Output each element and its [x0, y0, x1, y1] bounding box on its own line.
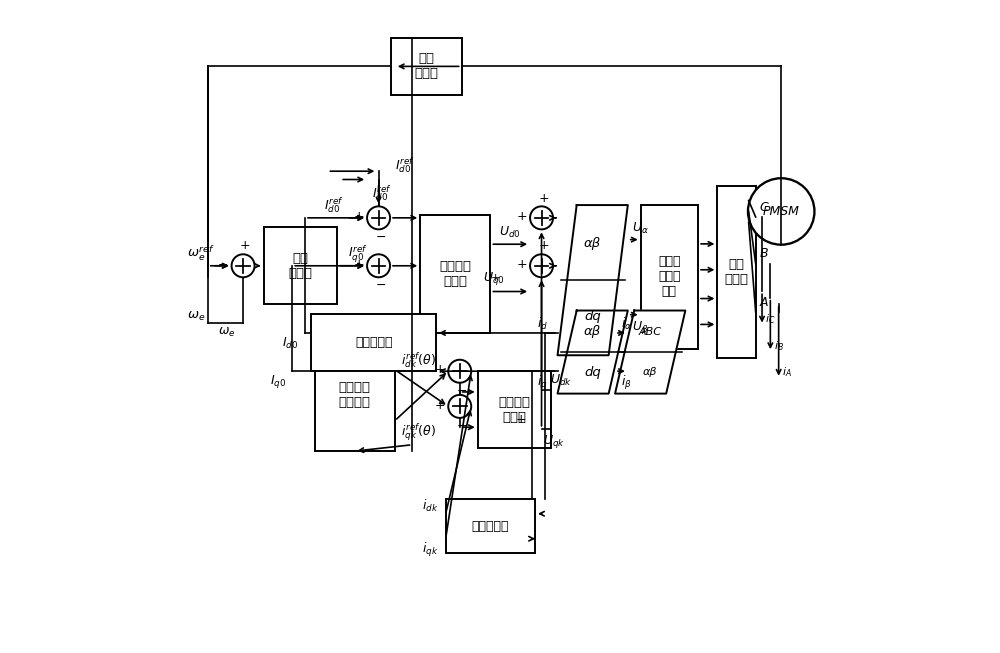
Text: $i_\alpha$: $i_\alpha$	[621, 316, 632, 332]
Text: 带通滤波器: 带通滤波器	[472, 520, 509, 533]
Text: +: +	[353, 210, 364, 223]
Text: 最优谐波
电流计算: 最优谐波 电流计算	[339, 381, 371, 409]
Circle shape	[530, 206, 553, 229]
Text: $I_{d0}^{ref}$: $I_{d0}^{ref}$	[395, 155, 414, 174]
Text: 低通滤波器: 低通滤波器	[355, 336, 393, 349]
Text: ABC: ABC	[639, 326, 662, 337]
Circle shape	[232, 254, 255, 278]
Text: +: +	[491, 274, 500, 283]
Bar	[264, 227, 337, 304]
Text: $I_{d0}$: $I_{d0}$	[282, 336, 299, 351]
Bar	[420, 215, 490, 333]
Text: B: B	[759, 247, 768, 261]
Text: 三相
逆变器: 三相 逆变器	[724, 258, 748, 286]
Text: $U_\alpha$: $U_\alpha$	[632, 221, 649, 236]
Bar	[311, 313, 436, 372]
Text: 速度
调节器: 速度 调节器	[288, 252, 312, 279]
Text: −: −	[456, 385, 467, 398]
Text: +: +	[515, 413, 526, 426]
Text: $I_{q0}^{ref}$: $I_{q0}^{ref}$	[348, 244, 368, 265]
Bar	[391, 38, 462, 95]
Text: +: +	[516, 210, 527, 223]
Text: $U_{dk}$: $U_{dk}$	[550, 374, 572, 389]
Text: +: +	[435, 398, 445, 411]
Text: dq: dq	[584, 310, 601, 323]
Text: −: −	[375, 231, 386, 244]
Circle shape	[367, 254, 390, 278]
Text: dq: dq	[584, 366, 601, 379]
Text: $U_{d0}$: $U_{d0}$	[499, 225, 520, 240]
Text: $i_{qk}^{ref}(\theta)$: $i_{qk}^{ref}(\theta)$	[401, 422, 436, 443]
Text: $i_C$: $i_C$	[765, 312, 776, 326]
Text: C: C	[759, 200, 768, 214]
Text: αβ: αβ	[643, 368, 657, 377]
Circle shape	[448, 360, 471, 383]
Polygon shape	[615, 311, 685, 394]
Text: +: +	[538, 240, 549, 253]
Text: PMSM: PMSM	[763, 205, 800, 218]
Text: −: −	[456, 420, 467, 433]
Text: A: A	[759, 296, 768, 309]
Text: $U_{qk}$: $U_{qk}$	[543, 433, 565, 450]
Bar	[641, 205, 698, 349]
Polygon shape	[558, 311, 628, 394]
Bar	[446, 499, 535, 553]
Circle shape	[448, 395, 471, 418]
Text: −: −	[218, 259, 229, 272]
Text: $i_q$: $i_q$	[537, 374, 548, 392]
Text: +: +	[435, 364, 445, 377]
Text: +: +	[516, 258, 527, 271]
Text: 基波电流
调节器: 基波电流 调节器	[439, 260, 471, 288]
Bar	[478, 372, 551, 448]
Text: $\omega_e^{ref}$: $\omega_e^{ref}$	[187, 244, 214, 263]
Text: $i_B$: $i_B$	[774, 339, 783, 353]
Bar	[315, 340, 395, 451]
Text: −: −	[375, 279, 386, 292]
Text: αβ: αβ	[584, 325, 601, 338]
Text: $i_{dk}^{ref}(\theta)$: $i_{dk}^{ref}(\theta)$	[401, 351, 436, 370]
Circle shape	[748, 178, 814, 245]
Text: $i_{qk}$: $i_{qk}$	[422, 541, 438, 559]
Text: +: +	[240, 240, 250, 253]
Text: $I_{d0}^{ref}$: $I_{d0}^{ref}$	[324, 195, 343, 215]
Text: +: +	[353, 258, 364, 271]
Circle shape	[530, 254, 553, 278]
Text: +: +	[538, 191, 549, 204]
Polygon shape	[558, 205, 628, 355]
Text: $i_\beta$: $i_\beta$	[621, 374, 632, 392]
Text: $U_\beta$: $U_\beta$	[632, 319, 649, 336]
Text: $i_{dk}$: $i_{dk}$	[422, 498, 438, 514]
Bar	[717, 186, 756, 358]
Text: 光电
编码器: 光电 编码器	[415, 52, 439, 80]
Text: $U_{q0}$: $U_{q0}$	[483, 270, 504, 287]
Text: αβ: αβ	[584, 237, 601, 250]
Text: $I_{d0}^{ref}$: $I_{d0}^{ref}$	[372, 183, 392, 203]
Text: $\omega_e$: $\omega_e$	[218, 326, 235, 340]
Text: $I_{q0}$: $I_{q0}$	[270, 373, 286, 390]
Circle shape	[367, 206, 390, 229]
Text: $i_d$: $i_d$	[537, 316, 548, 332]
Text: $\omega_e$: $\omega_e$	[187, 310, 205, 323]
Text: 谐波电流
调节器: 谐波电流 调节器	[498, 396, 530, 424]
Text: 空间矢
量脉宽
调制: 空间矢 量脉宽 调制	[658, 255, 681, 298]
Text: $i_A$: $i_A$	[782, 366, 792, 379]
